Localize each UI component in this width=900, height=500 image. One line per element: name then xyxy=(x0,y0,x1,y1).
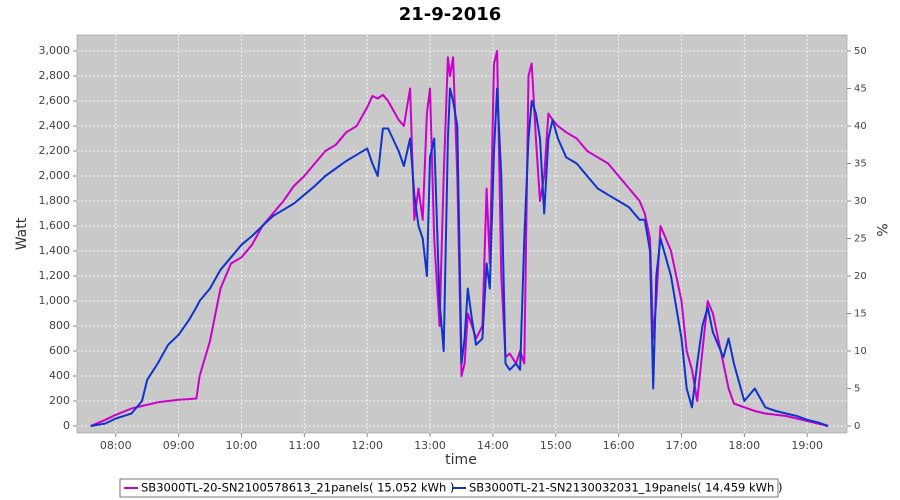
legend-label: SB3000TL-20-SN2100578613_21panels( 15.05… xyxy=(141,481,454,495)
x-tick-label: 17:00 xyxy=(666,439,698,452)
y-tick-label: 200 xyxy=(49,394,70,407)
y-tick-label: 0 xyxy=(63,419,70,432)
legend-box xyxy=(119,478,779,498)
series-line xyxy=(90,87,829,427)
y2-tick-label: 15 xyxy=(854,309,867,320)
y-tick-label: 1,000 xyxy=(39,294,71,307)
y2-tick-label: 5 xyxy=(854,384,860,395)
legend-label: SB3000TL-21-SN2130032031_19panels( 14.45… xyxy=(469,481,782,495)
y2-tick-label: 35 xyxy=(854,158,867,169)
x-tick-label: 15:00 xyxy=(540,439,572,452)
y-tick-label: 2,200 xyxy=(39,144,71,157)
y-tick-label: 2,600 xyxy=(39,94,71,107)
x-tick-label: 16:00 xyxy=(603,439,635,452)
y-tick-label: 2,000 xyxy=(39,169,71,182)
y-tick-label: 1,200 xyxy=(39,269,71,282)
y-tick-label: 600 xyxy=(49,344,70,357)
y-tick-label: 1,800 xyxy=(39,194,71,207)
y2-tick-label: 25 xyxy=(854,234,867,245)
x-tick-label: 09:00 xyxy=(163,439,195,452)
y2-tick-label: 20 xyxy=(854,271,867,282)
y-tick-label: 3,000 xyxy=(39,44,71,57)
x-tick-label: 11:00 xyxy=(288,439,320,452)
y2-tick-label: 50 xyxy=(854,46,867,57)
y-tick-label: 1,400 xyxy=(39,244,71,257)
y-tick-label: 400 xyxy=(49,369,70,382)
y2-tick-label: 0 xyxy=(854,421,860,432)
y-tick-label: 2,400 xyxy=(39,119,71,132)
y2-tick-label: 40 xyxy=(854,121,867,132)
y2-tick-label: 30 xyxy=(854,196,867,207)
y2-tick-label: 45 xyxy=(854,83,867,94)
x-tick-label: 19:00 xyxy=(791,439,823,452)
chart-title: 21-9-2016 xyxy=(399,4,502,25)
y2-tick-label: 10 xyxy=(854,346,867,357)
x-axis-label: time xyxy=(445,452,477,468)
x-tick-label: 13:00 xyxy=(414,439,446,452)
y-axis-label: Watt xyxy=(14,217,30,250)
x-tick-label: 08:00 xyxy=(100,439,132,452)
y2-axis-label: % xyxy=(873,223,889,236)
y-tick-label: 2,800 xyxy=(39,69,71,82)
x-tick-label: 14:00 xyxy=(477,439,509,452)
y-tick-label: 800 xyxy=(49,319,70,332)
y-tick-label: 1,600 xyxy=(39,219,71,232)
x-tick-label: 12:00 xyxy=(351,439,383,452)
x-tick-label: 18:00 xyxy=(728,439,760,452)
x-tick-label: 10:00 xyxy=(226,439,258,452)
